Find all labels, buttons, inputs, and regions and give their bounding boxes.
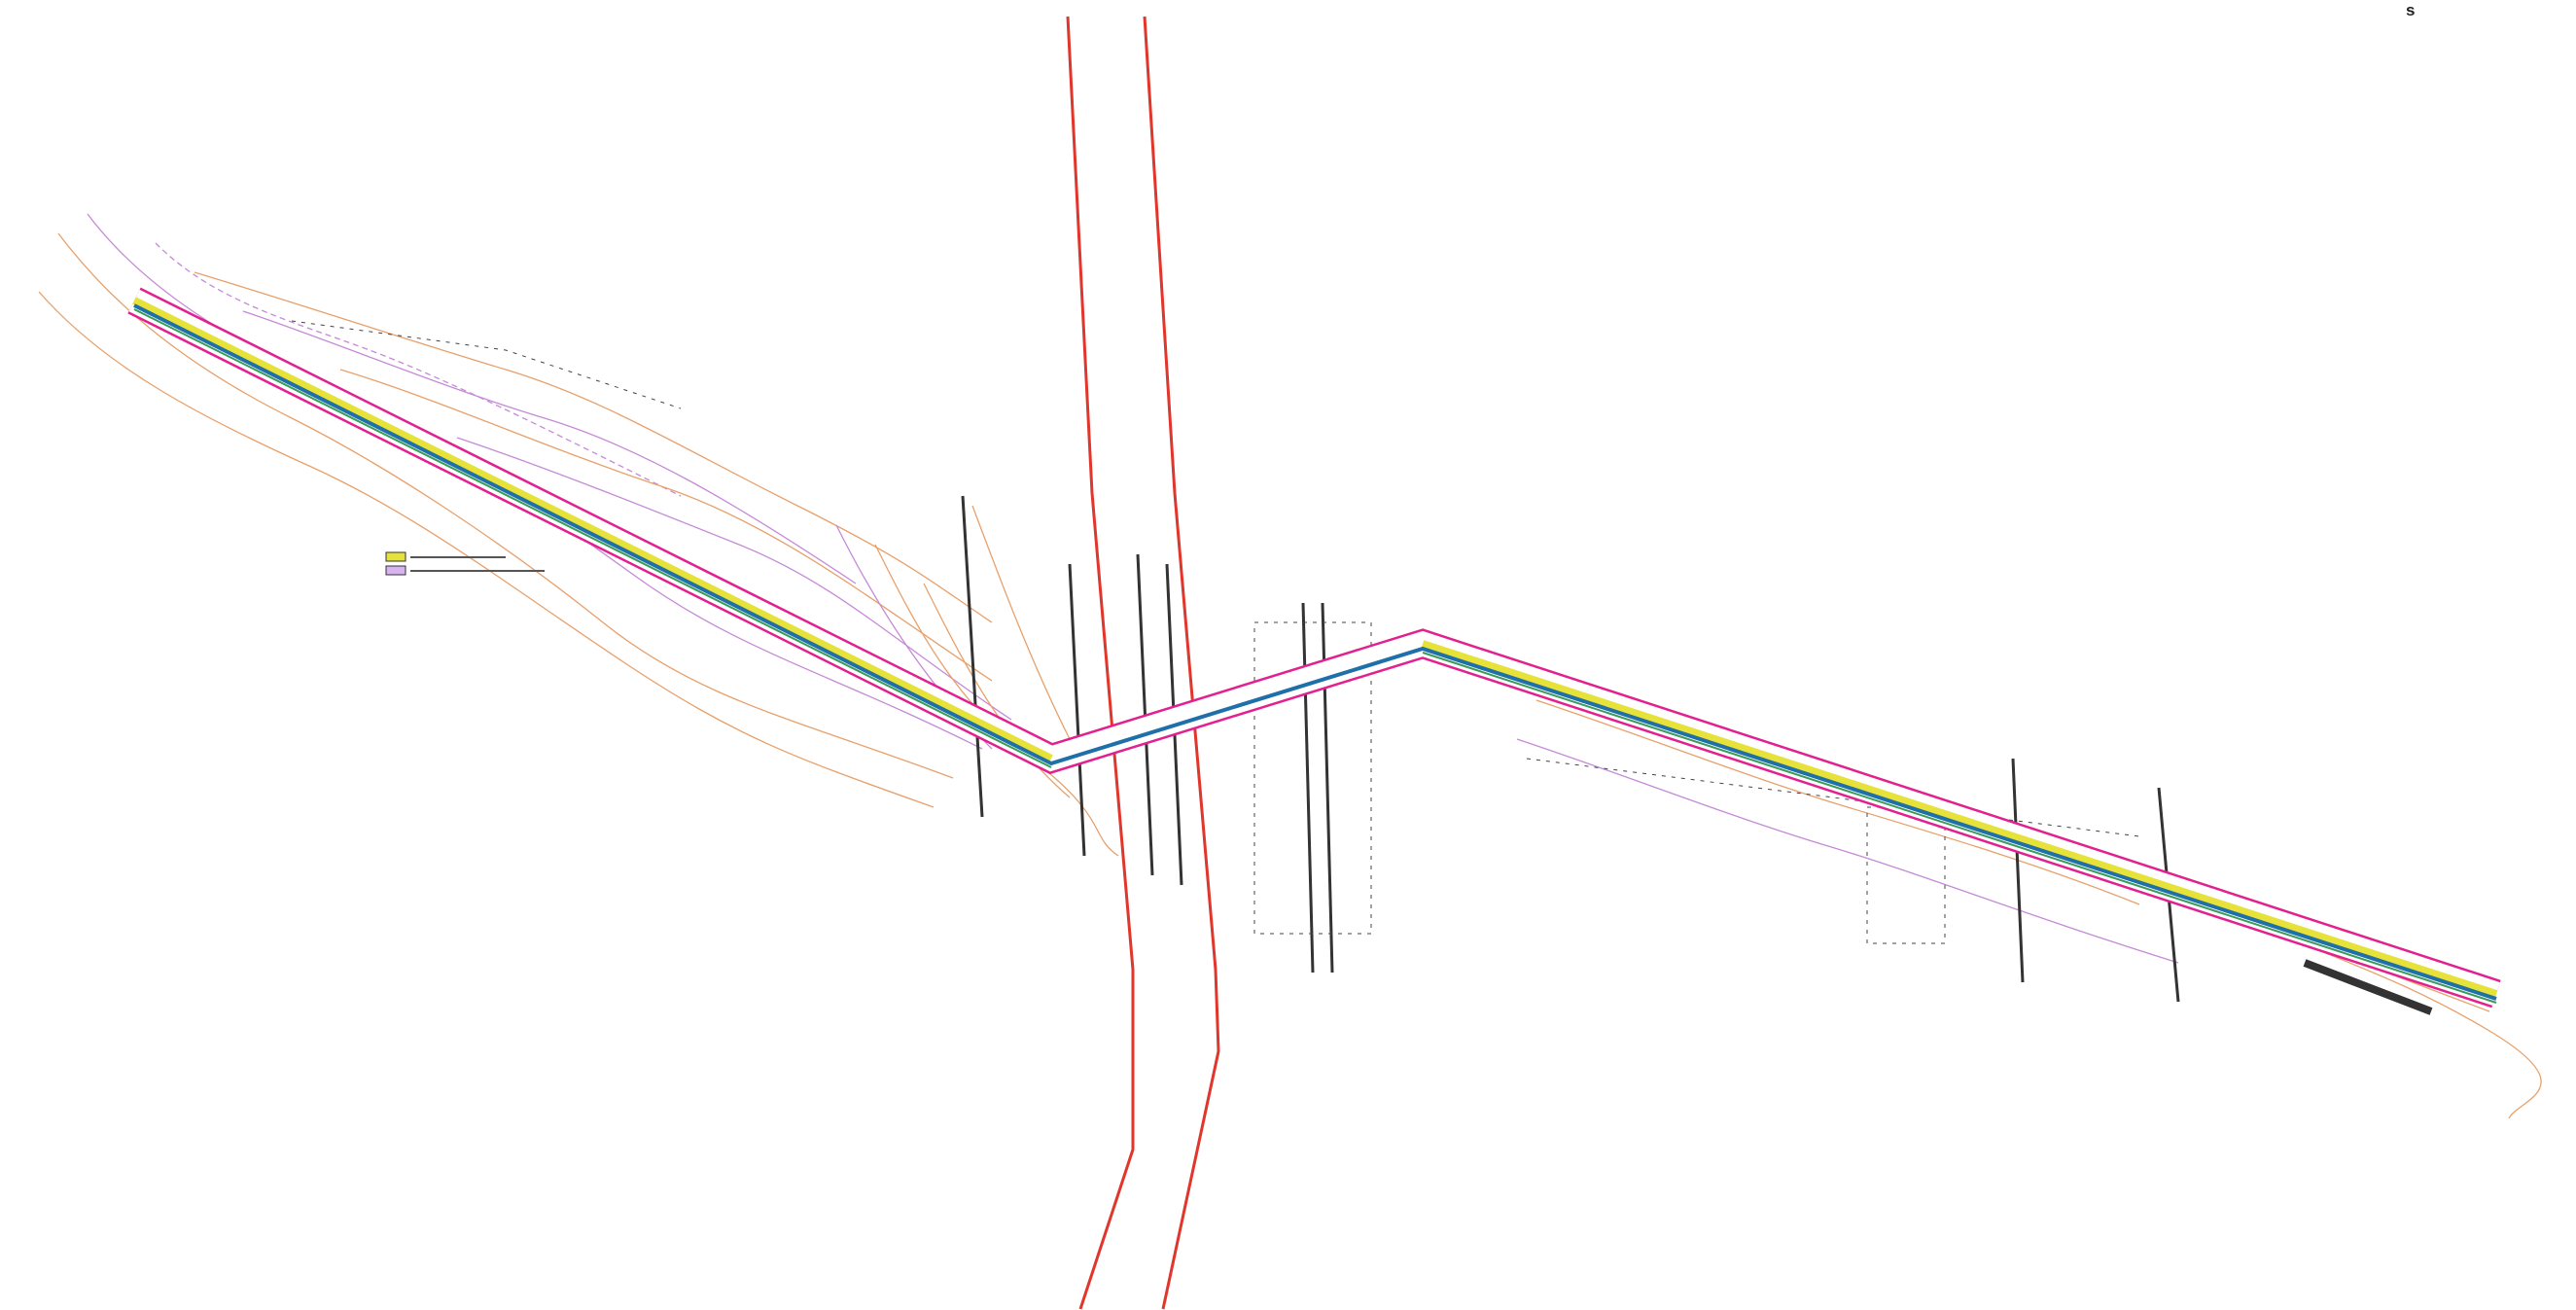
- contour: [339, 369, 993, 682]
- contour: [155, 242, 682, 497]
- work-strip: [132, 297, 1053, 762]
- contour: [923, 583, 1071, 798]
- legend-swatch: [385, 565, 406, 576]
- pipeline-offset: [133, 308, 1052, 768]
- structure-line: [961, 495, 984, 818]
- contour: [242, 310, 857, 584]
- corner-label: s: [2406, 1, 2415, 19]
- dashed-line: [291, 320, 682, 409]
- pipeline-axis: [133, 303, 2497, 1001]
- contour: [38, 291, 935, 808]
- legend-swatch: [385, 551, 406, 562]
- contour: [194, 271, 993, 623]
- contour: [456, 437, 1012, 721]
- pipeline-route: [127, 287, 2501, 1009]
- road-edge: [1143, 16, 1220, 1310]
- pipeline-offset: [1422, 652, 2497, 1004]
- contour: [57, 232, 954, 779]
- contour: [1516, 738, 2179, 964]
- contour: [1535, 699, 2140, 905]
- structure-line: [2011, 758, 2025, 983]
- structure-line: [1301, 602, 1315, 974]
- road: [1066, 16, 1220, 1310]
- work-strip: [1421, 640, 2498, 998]
- road-edge: [1066, 16, 1135, 1310]
- structure-line: [2303, 959, 2433, 1015]
- structure-line: [1068, 563, 1086, 857]
- contour: [971, 505, 1071, 740]
- legend: [385, 551, 545, 576]
- hatched-area: [1253, 621, 1372, 935]
